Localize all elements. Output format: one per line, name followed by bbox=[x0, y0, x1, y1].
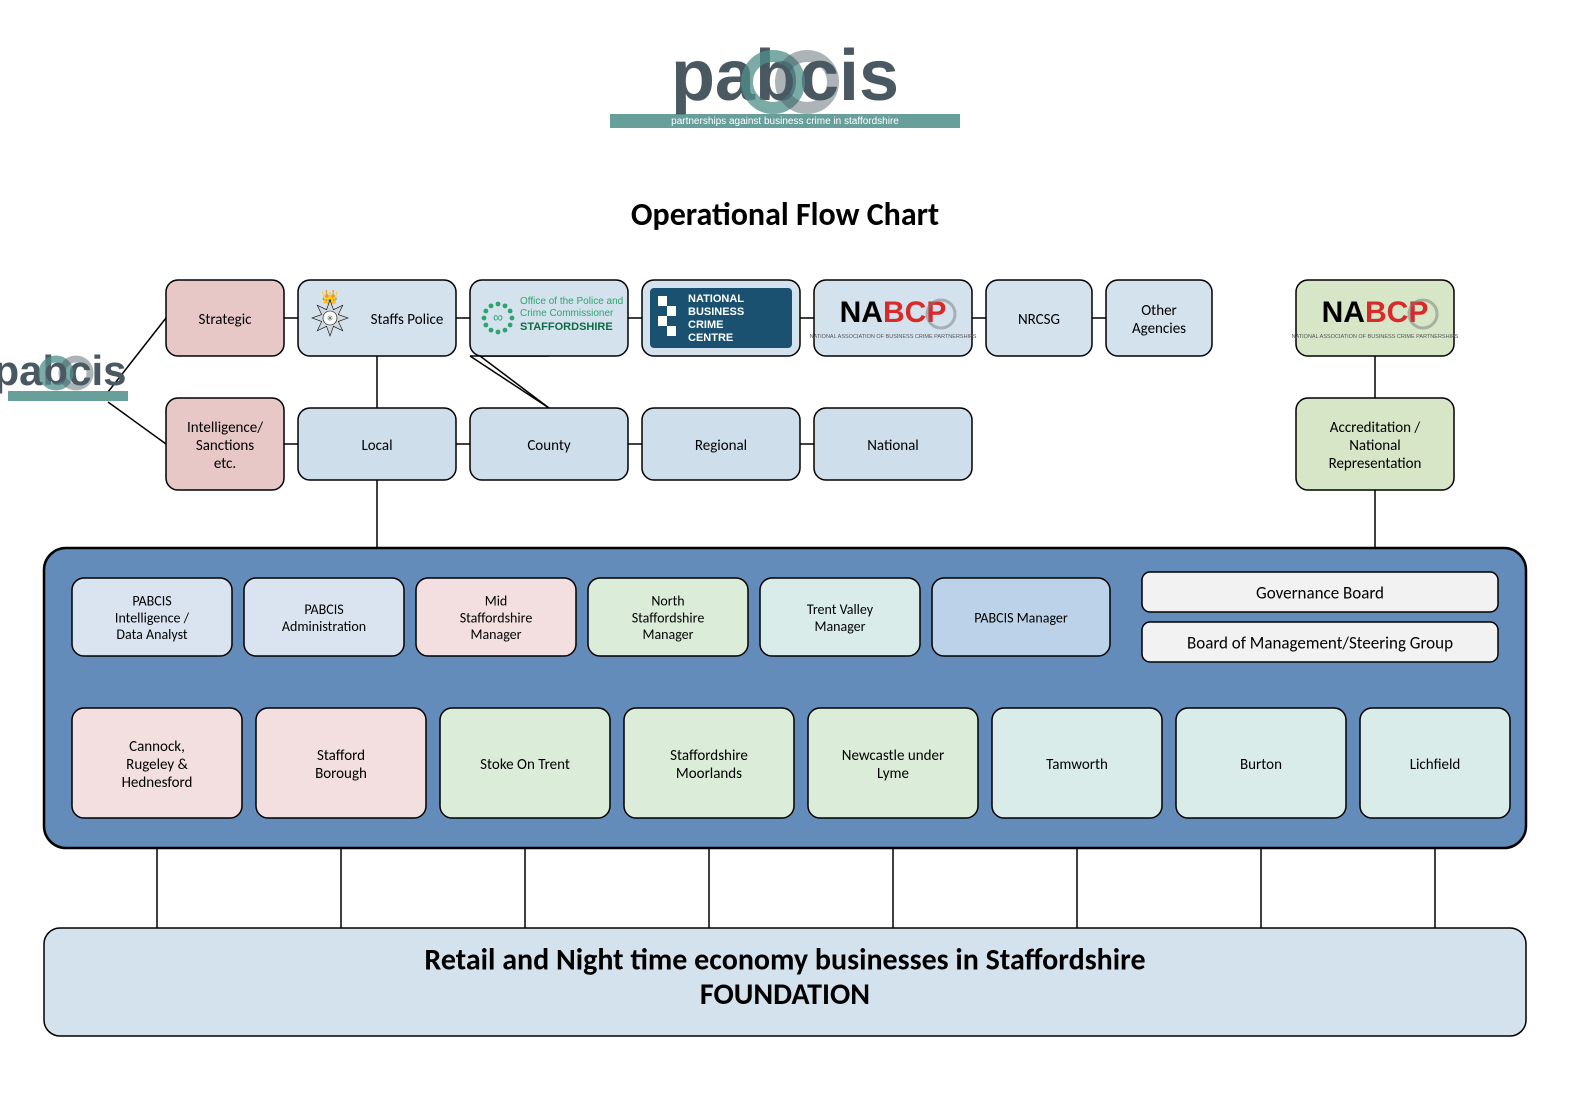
svg-text:Retail and Night time economy: Retail and Night time economy businesses… bbox=[424, 941, 1145, 978]
svg-text:Manager: Manager bbox=[814, 618, 865, 635]
svg-text:PABCIS: PABCIS bbox=[132, 593, 171, 610]
svg-text:NATIONAL ASSOCIATION OF BUSINE: NATIONAL ASSOCIATION OF BUSINESS CRIME P… bbox=[810, 334, 977, 340]
svg-text:STAFFORDSHIRE: STAFFORDSHIRE bbox=[520, 321, 613, 333]
svg-text:Trent Valley: Trent Valley bbox=[807, 601, 874, 618]
svg-text:Borough: Borough bbox=[315, 765, 367, 783]
flowchart-root: pabcis partnerships against business crim… bbox=[0, 0, 1570, 1112]
node-r_moor: StaffordshireMoorlands bbox=[624, 708, 794, 818]
svg-text:Staffordshire: Staffordshire bbox=[632, 609, 705, 626]
svg-text:Manager: Manager bbox=[642, 626, 693, 643]
chart-title: Operational Flow Chart bbox=[631, 195, 939, 234]
node-nabcp_r: NABCPNATIONAL ASSOCIATION OF BUSINESS CR… bbox=[1292, 280, 1459, 356]
svg-text:Burton: Burton bbox=[1240, 756, 1282, 774]
svg-text:FOUNDATION: FOUNDATION bbox=[700, 976, 870, 1013]
node-r_lichfield: Lichfield bbox=[1360, 708, 1510, 818]
node-gov: Governance Board bbox=[1142, 572, 1498, 612]
svg-text:County: County bbox=[527, 437, 571, 455]
node-r_tamworth: Tamworth bbox=[992, 708, 1162, 818]
svg-text:Stoke On Trent: Stoke On Trent bbox=[480, 756, 570, 774]
svg-text:National: National bbox=[867, 437, 919, 455]
node-p_mgr: PABCIS Manager bbox=[932, 578, 1110, 656]
svg-text:Tamworth: Tamworth bbox=[1046, 756, 1108, 774]
node-p_admin: PABCISAdministration bbox=[244, 578, 404, 656]
svg-text:Local: Local bbox=[361, 437, 392, 455]
node-r_burton: Burton bbox=[1176, 708, 1346, 818]
svg-text:PABCIS: PABCIS bbox=[304, 601, 343, 618]
svg-text:CENTRE: CENTRE bbox=[688, 332, 733, 344]
node-intel: Intelligence/Sanctionsetc. bbox=[166, 398, 284, 490]
svg-text:National: National bbox=[1349, 437, 1401, 455]
svg-text:Board of Management/Steering G: Board of Management/Steering Group bbox=[1187, 633, 1453, 654]
svg-text:Crime Commissioner: Crime Commissioner bbox=[520, 308, 614, 319]
svg-text:✳: ✳ bbox=[327, 314, 334, 323]
node-foundation: Retail and Night time economy businesses… bbox=[44, 928, 1526, 1036]
node-national: National bbox=[814, 408, 972, 480]
svg-text:BUSINESS: BUSINESS bbox=[688, 306, 744, 318]
svg-text:Hednesford: Hednesford bbox=[122, 774, 193, 792]
svg-text:NATIONAL: NATIONAL bbox=[688, 293, 744, 305]
svg-text:Staffordshire: Staffordshire bbox=[460, 609, 533, 626]
svg-text:∞: ∞ bbox=[493, 309, 503, 325]
svg-text:Cannock,: Cannock, bbox=[129, 738, 185, 756]
svg-text:partnerships against business: partnerships against business crime in s… bbox=[671, 116, 899, 127]
node-county: County bbox=[470, 408, 628, 480]
svg-text:Staffs Police: Staffs Police bbox=[371, 311, 444, 329]
node-r_cannock: Cannock,Rugeley &Hednesford bbox=[72, 708, 242, 818]
svg-text:Intelligence /: Intelligence / bbox=[115, 609, 190, 626]
svg-text:Lichfield: Lichfield bbox=[1410, 756, 1461, 774]
svg-text:Data Analyst: Data Analyst bbox=[116, 626, 187, 643]
node-other: OtherAgencies bbox=[1106, 280, 1212, 356]
node-steer: Board of Management/Steering Group bbox=[1142, 622, 1498, 662]
node-r_stoke: Stoke On Trent bbox=[440, 708, 610, 818]
svg-text:Newcastle under: Newcastle under bbox=[842, 747, 944, 765]
svg-text:Agencies: Agencies bbox=[1132, 320, 1186, 338]
svg-text:NRCSG: NRCSG bbox=[1018, 311, 1060, 329]
svg-text:Mid: Mid bbox=[485, 593, 508, 610]
svg-text:NATIONAL ASSOCIATION OF BUSINE: NATIONAL ASSOCIATION OF BUSINESS CRIME P… bbox=[1292, 334, 1459, 340]
node-staffs: Staffs Police👑✳ bbox=[298, 280, 456, 356]
svg-text:Lyme: Lyme bbox=[877, 765, 909, 783]
svg-text:Governance Board: Governance Board bbox=[1256, 583, 1384, 604]
svg-text:Staffordshire: Staffordshire bbox=[670, 747, 748, 765]
node-regional: Regional bbox=[642, 408, 800, 480]
node-opcc: ∞ Office of the Police andCrime Commissio… bbox=[470, 280, 628, 356]
svg-text:Accreditation /: Accreditation / bbox=[1330, 419, 1421, 437]
svg-text:Sanctions: Sanctions bbox=[196, 437, 254, 455]
node-p_intel: PABCISIntelligence /Data Analyst bbox=[72, 578, 232, 656]
svg-text:Rugeley &: Rugeley & bbox=[126, 756, 188, 774]
svg-text:Stafford: Stafford bbox=[317, 747, 365, 765]
svg-text:CRIME: CRIME bbox=[688, 319, 723, 331]
svg-text:Office of the Police and: Office of the Police and bbox=[520, 296, 623, 307]
svg-text:Moorlands: Moorlands bbox=[676, 765, 742, 783]
node-p_trent: Trent ValleyManager bbox=[760, 578, 920, 656]
svg-text:Regional: Regional bbox=[695, 437, 747, 455]
node-accred: Accreditation /NationalRepresentation bbox=[1296, 398, 1454, 490]
node-nabcp_top: NABCPNATIONAL ASSOCIATION OF BUSINESS CR… bbox=[810, 280, 977, 356]
svg-text:Intelligence/: Intelligence/ bbox=[187, 419, 263, 437]
node-local: Local bbox=[298, 408, 456, 480]
flowchart-svg: pabcis partnerships against business crim… bbox=[0, 0, 1570, 1112]
node-r_newcastle: Newcastle underLyme bbox=[808, 708, 978, 818]
svg-text:North: North bbox=[651, 593, 684, 610]
svg-text:PABCIS Manager: PABCIS Manager bbox=[974, 609, 1068, 626]
svg-text:etc.: etc. bbox=[214, 455, 236, 473]
node-p_north: NorthStaffordshireManager bbox=[588, 578, 748, 656]
svg-text:Representation: Representation bbox=[1329, 455, 1422, 473]
svg-text:Other: Other bbox=[1141, 302, 1177, 320]
node-p_mid: MidStaffordshireManager bbox=[416, 578, 576, 656]
node-nbcc: NATIONALBUSINESSCRIMECENTRE bbox=[642, 280, 800, 356]
node-nrcsg: NRCSG bbox=[986, 280, 1092, 356]
svg-text:Manager: Manager bbox=[470, 626, 521, 643]
svg-text:Administration: Administration bbox=[282, 618, 366, 635]
side-logo: pabcis bbox=[0, 347, 128, 401]
svg-text:Strategic: Strategic bbox=[198, 311, 252, 329]
node-strategic: Strategic bbox=[166, 280, 284, 356]
node-r_stafford: StaffordBorough bbox=[256, 708, 426, 818]
